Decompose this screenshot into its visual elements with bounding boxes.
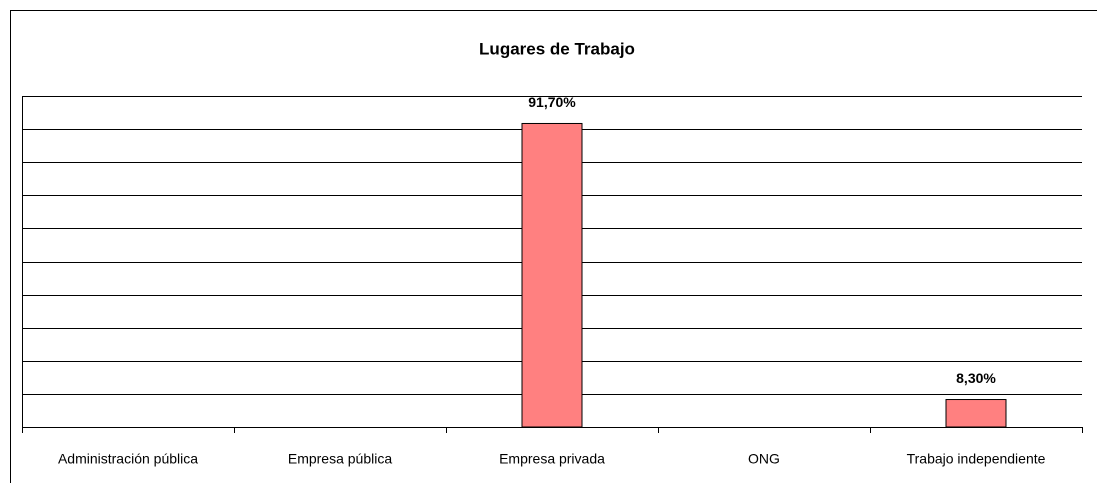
x-tick-label: Empresa privada	[499, 451, 605, 467]
bar	[945, 399, 1007, 428]
chart-title: Lugares de Trabajo	[479, 39, 635, 58]
x-tick-label: Empresa pública	[288, 451, 392, 467]
value-label: 91,70%	[528, 94, 576, 110]
x-tick-label: Trabajo independiente	[907, 451, 1046, 467]
x-tick-label: Administración pública	[58, 451, 198, 467]
bar	[521, 122, 583, 428]
x-tick-label: ONG	[748, 451, 780, 467]
value-label: 8,30%	[956, 370, 996, 386]
